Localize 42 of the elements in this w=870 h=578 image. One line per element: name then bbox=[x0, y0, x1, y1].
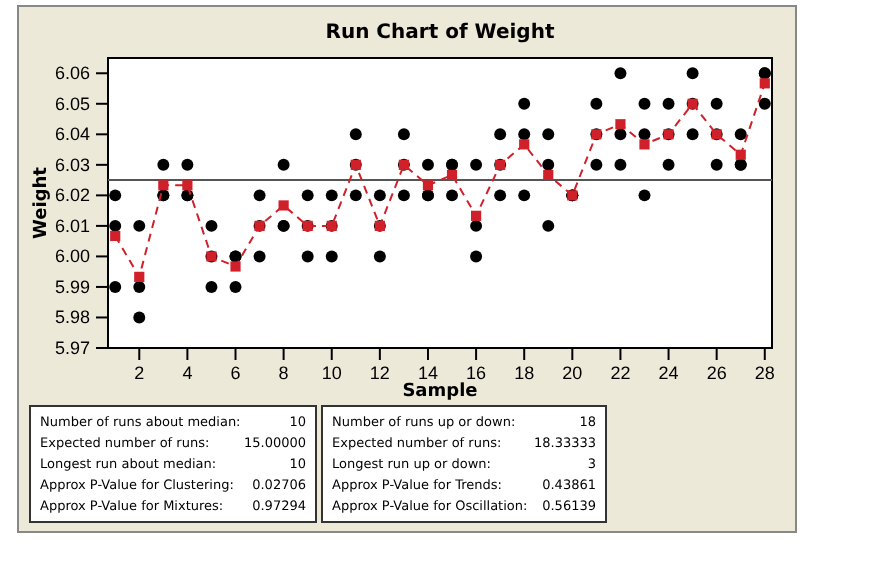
point bbox=[615, 119, 626, 130]
point bbox=[519, 139, 530, 150]
point bbox=[134, 271, 145, 282]
point bbox=[422, 180, 434, 191]
x-tick-label: 18 bbox=[514, 362, 535, 383]
point bbox=[759, 78, 770, 89]
y-axis-title: Weight bbox=[32, 165, 52, 239]
y-tick-label: 6.02 bbox=[54, 185, 90, 206]
x-tick-label: 20 bbox=[562, 362, 583, 383]
y-tick-label: 6.00 bbox=[54, 246, 90, 267]
x-tick-label: 4 bbox=[182, 362, 193, 383]
y-tick-label: 5.99 bbox=[54, 276, 90, 297]
point bbox=[735, 149, 746, 160]
x-tick-label: 14 bbox=[417, 362, 438, 383]
chart-title: Run Chart of Weight bbox=[325, 22, 555, 44]
y-tick-label: 6.05 bbox=[54, 93, 90, 114]
x-tick-label: 28 bbox=[754, 362, 775, 383]
x-tick-label: 16 bbox=[466, 362, 487, 383]
y-tick-label: 6.01 bbox=[54, 215, 90, 236]
y-tick-label: 6.03 bbox=[54, 154, 90, 175]
x-tick-label: 8 bbox=[278, 362, 289, 383]
point bbox=[110, 230, 121, 242]
y-tick-label: 5.98 bbox=[54, 307, 90, 328]
point bbox=[182, 180, 193, 191]
y-tick-label: 5.97 bbox=[54, 337, 90, 358]
point bbox=[446, 169, 458, 181]
x-tick-label: 6 bbox=[230, 362, 241, 383]
x-tick-label: 2 bbox=[134, 362, 145, 383]
y-tick-label: 6.06 bbox=[54, 63, 90, 84]
x-tick-label: 22 bbox=[610, 362, 631, 383]
x-tick-label: 12 bbox=[369, 362, 390, 383]
point bbox=[639, 139, 650, 150]
x-tick-label: 24 bbox=[658, 362, 679, 383]
x-tick-label: 10 bbox=[321, 362, 342, 383]
point bbox=[543, 169, 554, 181]
point bbox=[230, 261, 241, 272]
point bbox=[278, 200, 289, 211]
x-axis-title: Sample bbox=[402, 382, 478, 402]
x-tick-label: 26 bbox=[706, 362, 727, 383]
point bbox=[470, 210, 482, 221]
point bbox=[158, 180, 169, 191]
y-tick-label: 6.04 bbox=[54, 124, 90, 145]
